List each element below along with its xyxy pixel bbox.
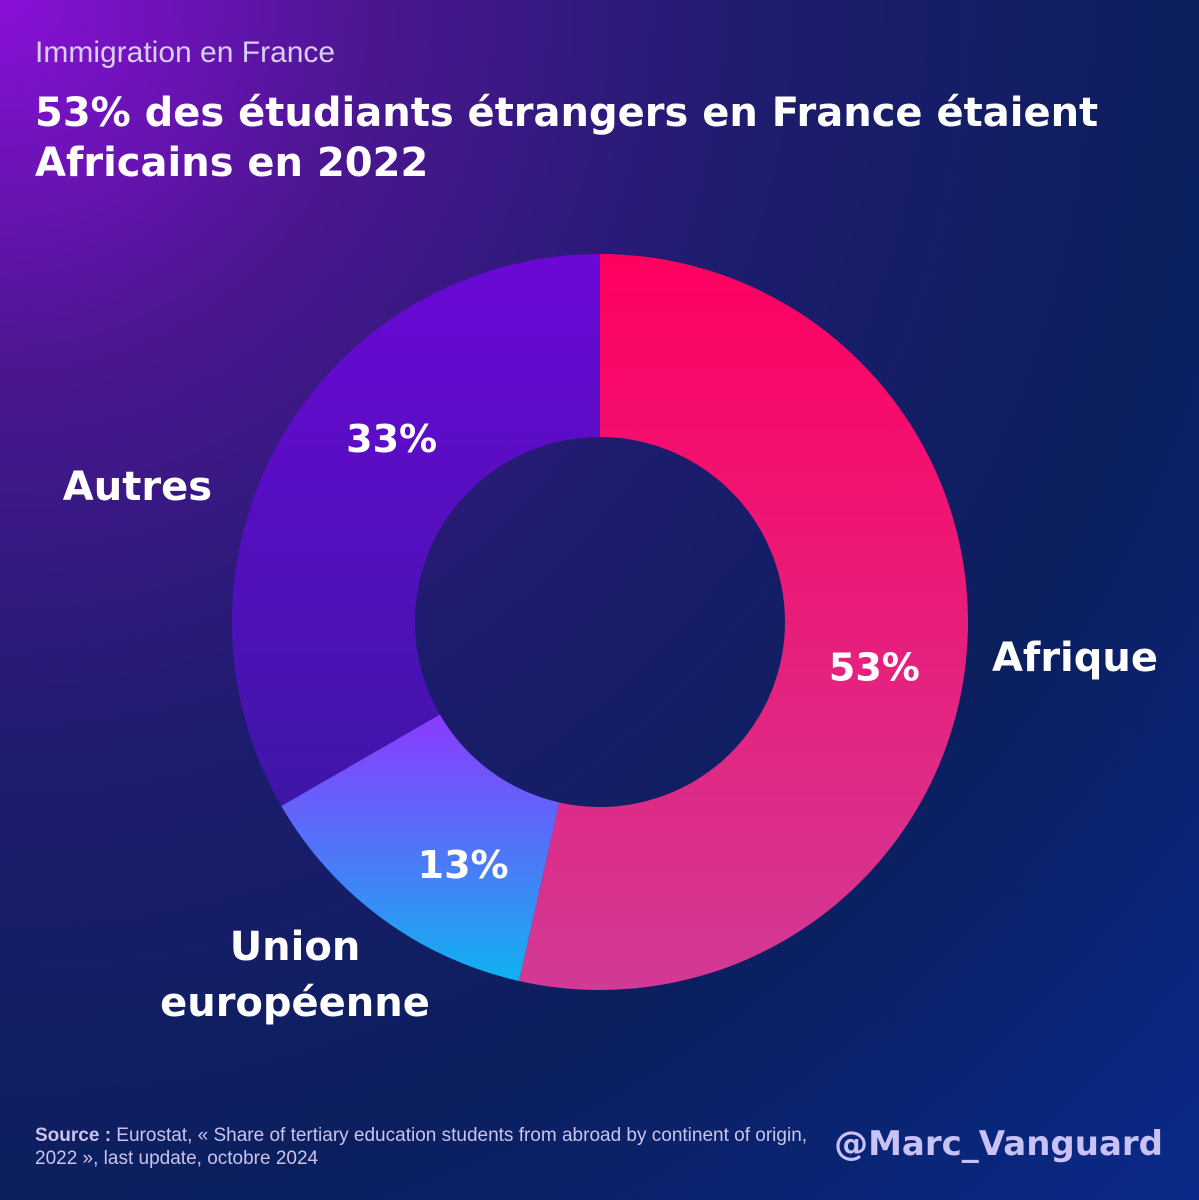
slice-afrique (518, 254, 968, 990)
category-label-afrique: Afrique (992, 635, 1158, 681)
category-label-europeenne: européenne (160, 980, 430, 1026)
slice-autres (232, 254, 601, 806)
category-label-autres: Autres (63, 464, 212, 510)
chart-title: 53% des étudiants étrangers en France ét… (35, 90, 1099, 186)
source-text: Eurostat, « Share of tertiary education … (35, 1125, 808, 1169)
value-label: 53% (829, 646, 920, 690)
source-note: Source : Eurostat, « Share of tertiary e… (35, 1124, 815, 1170)
source-label: Source : (35, 1125, 112, 1146)
value-label: 13% (418, 843, 509, 887)
author-handle: @Marc_Vanguard (834, 1124, 1163, 1164)
kicker: Immigration en France (35, 36, 336, 69)
value-label: 33% (346, 417, 437, 461)
category-label-union: Union (230, 924, 361, 970)
slice-union-europeenne (281, 714, 560, 981)
